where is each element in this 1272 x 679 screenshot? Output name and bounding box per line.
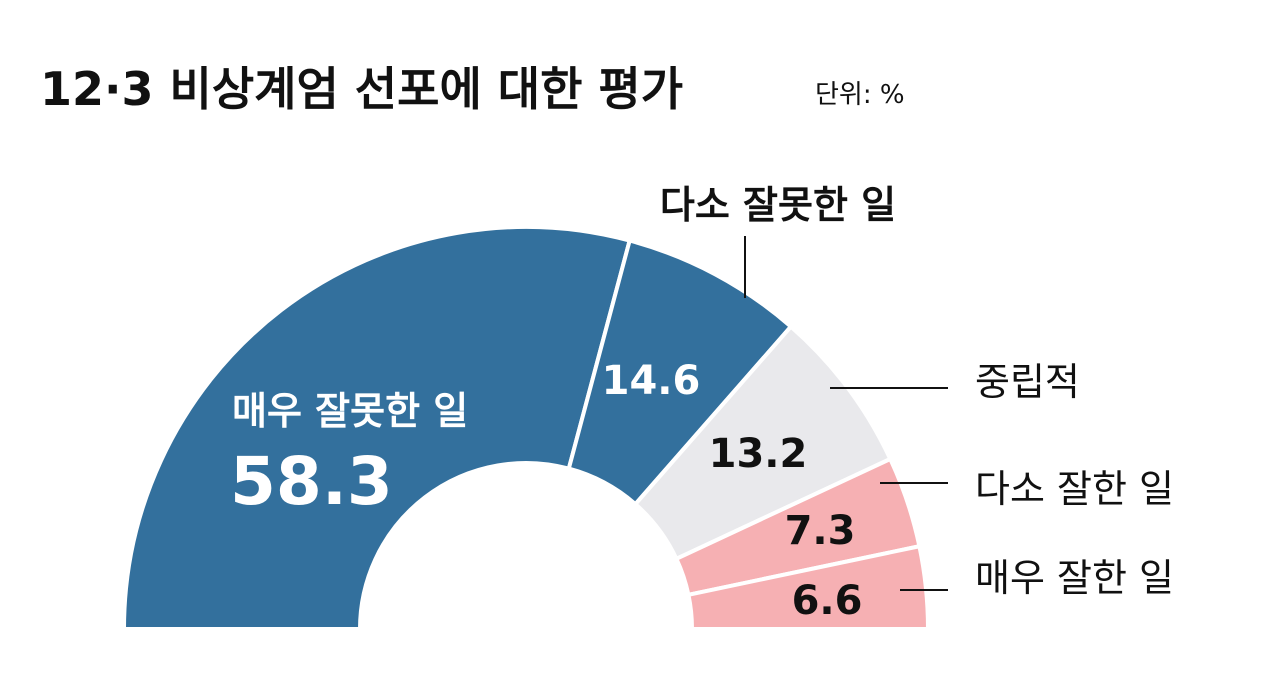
chart-slices (122, 225, 930, 631)
chart-title: 12·3 비상계엄 선포에 대한 평가 (40, 62, 683, 116)
slice-5-category-label: 매우 잘한 일 (975, 556, 1174, 600)
slice-5 (686, 544, 930, 631)
unit-label: 단위: % (815, 80, 905, 110)
slice-4-category-label: 다소 잘한 일 (975, 467, 1174, 511)
slice-3-category-label: 중립적 (975, 360, 1080, 404)
slice-1 (122, 225, 632, 631)
slice-5-value-label: 6.6 (792, 578, 863, 624)
leader-lines (744, 236, 948, 591)
slice-1-category-label: 매우 잘못한 일 (232, 389, 468, 433)
slice-2-category-label: 다소 잘못한 일 (660, 183, 896, 227)
slice-1-value-label: 58.3 (230, 443, 393, 520)
slice-4-value-label: 7.3 (785, 508, 856, 554)
chart-labels: 매우 잘못한 일 58.3 14.6 다소 잘못한 일 13.2 중립적 7.3 다소 잘한 … (230, 183, 1174, 624)
slice-3-value-label: 13.2 (709, 431, 808, 477)
slice-2-value-label: 14.6 (602, 358, 701, 404)
